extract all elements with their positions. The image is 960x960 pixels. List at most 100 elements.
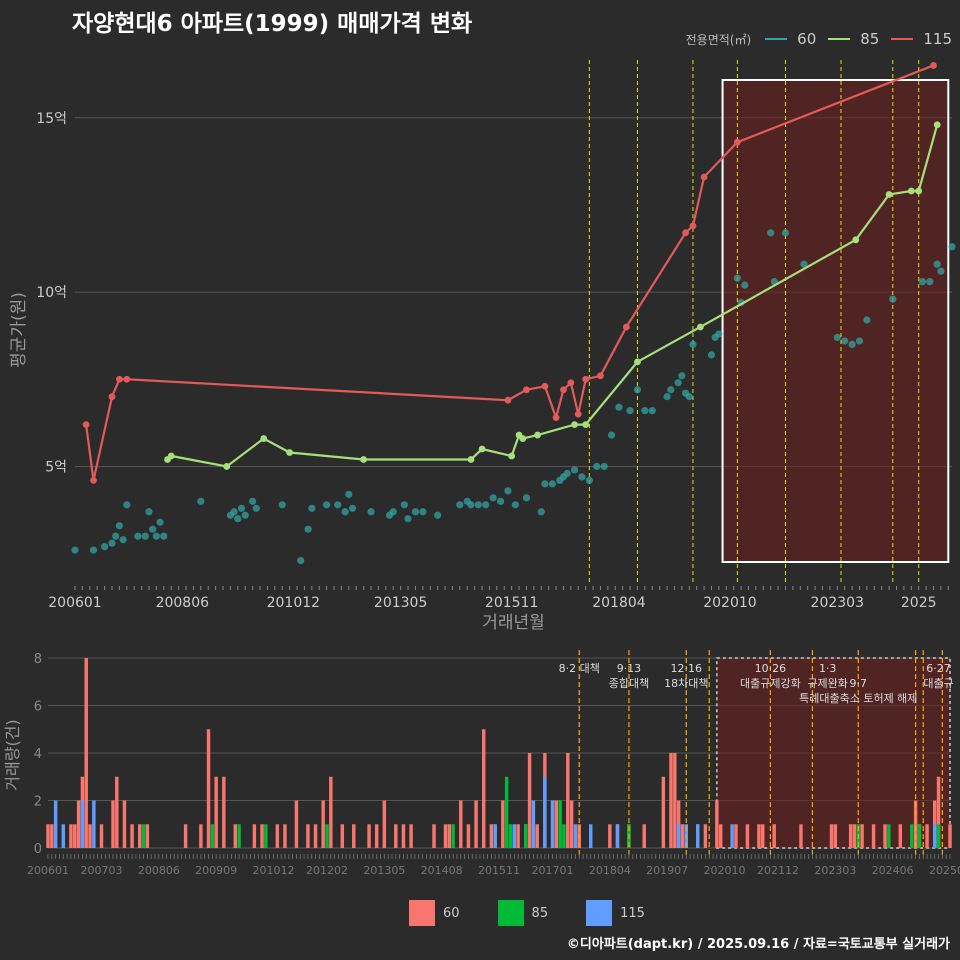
point-60 (145, 508, 153, 516)
x-tick-label: 201511 (478, 864, 520, 877)
bar-60 (608, 824, 612, 848)
y-tick-label: 10억 (36, 285, 67, 301)
bar-60 (673, 753, 677, 848)
policy-annotation: 대출규 (923, 677, 953, 690)
bar-60 (734, 824, 738, 848)
y-tick-label: 4 (34, 747, 42, 762)
point-60 (400, 501, 408, 509)
bar-115 (932, 824, 937, 848)
bar-60 (883, 824, 887, 848)
highlight-region (716, 657, 951, 849)
bar-60 (936, 776, 941, 848)
point-115 (930, 62, 937, 69)
bar-60 (535, 824, 539, 848)
bar-60 (409, 824, 413, 848)
bar-60 (199, 824, 203, 848)
point-60 (733, 274, 741, 282)
bar-60 (382, 800, 387, 848)
point-60 (108, 539, 116, 547)
point-60 (585, 476, 593, 484)
point-60 (633, 386, 642, 394)
bar-60 (84, 658, 88, 848)
bar-60 (214, 776, 218, 848)
bar-legend-label-85: 85 (531, 905, 549, 921)
bar-60 (306, 824, 310, 848)
bar-85 (504, 776, 509, 848)
bar-60 (367, 824, 371, 848)
x-tick-label: 202406 (872, 864, 914, 877)
point-60 (626, 407, 634, 415)
bar-60 (703, 824, 708, 848)
x-tick-label: 201804 (589, 864, 631, 877)
y-axis-title: 평균가(원) (9, 292, 29, 368)
point-60 (160, 532, 168, 540)
policy-annotation: 12·16 (671, 662, 703, 675)
y-axis-title: 거래량(건) (3, 719, 22, 790)
point-115 (622, 323, 630, 331)
bar-60 (925, 824, 929, 848)
point-60 (781, 229, 790, 237)
point-85 (223, 463, 231, 470)
bar-85 (524, 824, 528, 848)
point-60 (482, 501, 490, 509)
bar-60 (459, 800, 463, 848)
point-115 (123, 375, 131, 383)
bar-60 (860, 824, 864, 848)
point-60 (707, 351, 716, 359)
bar-60 (374, 824, 379, 848)
point-85 (852, 236, 860, 244)
x-tick-label: 201012 (267, 595, 320, 611)
bar-60 (73, 824, 77, 848)
bar-85 (325, 824, 329, 848)
bar-60 (88, 824, 92, 848)
highlight-region (721, 79, 950, 563)
point-60 (663, 393, 671, 401)
point-115 (504, 396, 512, 404)
bar-60 (852, 824, 857, 848)
x-tick-label: 201511 (485, 595, 538, 611)
point-60 (419, 508, 427, 516)
point-60 (115, 522, 124, 530)
x-tick-label: 202303 (811, 595, 864, 611)
point-85 (571, 421, 578, 429)
point-60 (123, 501, 131, 509)
point-60 (689, 340, 697, 349)
x-tick-label: 202112 (757, 864, 799, 877)
point-60 (404, 515, 412, 523)
bar-60 (829, 824, 834, 848)
bar-60 (329, 776, 333, 848)
policy-annotation: 6·27 (926, 662, 951, 675)
bar-85 (562, 824, 566, 848)
point-60 (89, 546, 98, 554)
point-60 (297, 556, 305, 565)
point-60 (504, 487, 512, 495)
bar-60 (50, 824, 54, 848)
bar-legend: 60 85 115 (405, 900, 679, 926)
point-85 (915, 187, 923, 195)
point-85 (696, 323, 704, 331)
bar-60 (680, 824, 685, 848)
point-60 (926, 278, 934, 286)
bar-60 (489, 824, 494, 848)
bar-60 (115, 776, 119, 848)
bar-60 (516, 824, 520, 848)
bar-115 (730, 824, 734, 848)
point-60 (304, 525, 312, 533)
point-115 (552, 414, 560, 422)
point-60 (522, 494, 531, 502)
bar-60 (642, 824, 646, 848)
point-85 (508, 452, 516, 460)
point-85 (907, 187, 915, 195)
bar-115 (512, 824, 517, 848)
point-60 (741, 281, 749, 289)
point-60 (341, 508, 349, 516)
x-tick-label: 202010 (703, 595, 756, 611)
point-60 (767, 229, 775, 237)
legend-label-115: 115 (923, 30, 952, 48)
bar-85 (910, 824, 914, 848)
point-115 (541, 382, 549, 390)
bar-60 (340, 824, 345, 848)
bar-60 (474, 800, 478, 848)
point-115 (90, 476, 97, 484)
bar-60 (913, 800, 918, 848)
